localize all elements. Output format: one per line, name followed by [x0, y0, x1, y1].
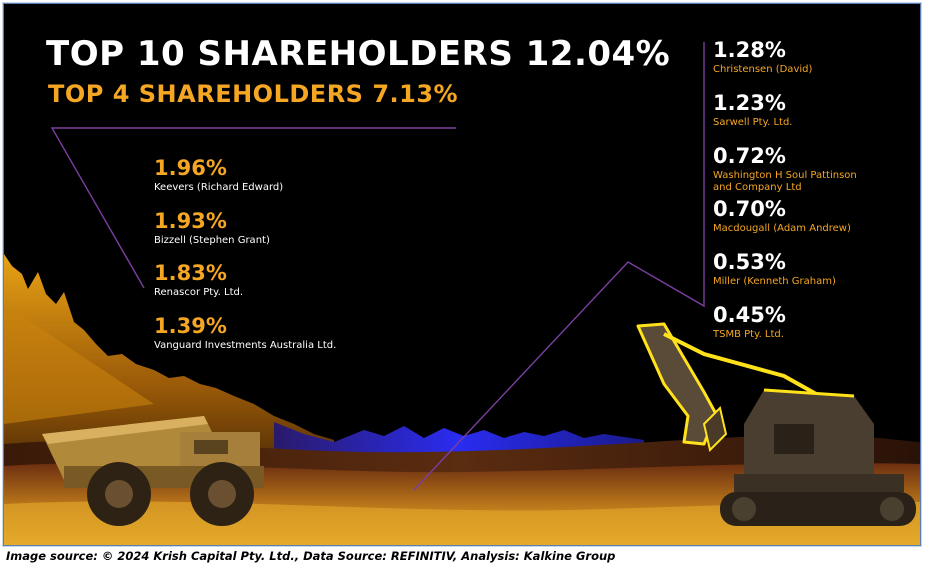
shareholder-name: Vanguard Investments Australia Ltd. — [154, 340, 337, 351]
shareholder-percent: 1.39% — [154, 314, 227, 338]
shareholder-percent: 0.70% — [713, 197, 786, 221]
shareholder-name: Keevers (Richard Edward) — [154, 182, 284, 193]
shareholder-name: TSMB Pty. Ltd. — [713, 329, 784, 340]
image-source-caption: Image source: © 2024 Krish Capital Pty. … — [6, 549, 616, 563]
connector-line-right — [413, 42, 705, 491]
shareholder-percent: 0.53% — [713, 250, 786, 274]
shareholder-name: Miller (Kenneth Graham) — [713, 276, 836, 287]
shareholder-name: Renascor Pty. Ltd. — [154, 287, 244, 298]
shareholder-entry: 0.72% Washington H Soul Pattinson and Co… — [713, 144, 857, 194]
shareholder-entry: 0.45% TSMB Pty. Ltd. — [713, 303, 786, 341]
connector-lines — [50, 42, 705, 491]
ore-mountain — [4, 254, 334, 474]
shareholder-name-line-1: Washington H Soul Pattinson — [713, 170, 857, 181]
shareholder-name: Sarwell Pty. Ltd. — [713, 117, 793, 128]
shareholder-percent: 1.28% — [713, 38, 786, 62]
shareholder-percent: 1.23% — [713, 91, 786, 115]
shareholder-percent: 0.45% — [713, 303, 786, 327]
infographic-frame: TOP 10 SHAREHOLDERS 12.04% TOP 4 SHAREHO… — [3, 3, 921, 546]
shareholder-entry: 1.28% Christensen (David) — [713, 38, 812, 76]
shareholder-entry: 1.39% Vanguard Investments Australia Ltd… — [154, 314, 336, 352]
excavator-icon — [636, 322, 916, 526]
connector-line-left — [50, 127, 456, 289]
shareholder-name: Macdougall (Adam Andrew) — [713, 223, 851, 234]
shareholder-name: Christensen (David) — [713, 64, 813, 75]
shareholder-entry: 1.96% Keevers (Richard Edward) — [154, 156, 283, 194]
page-title: TOP 10 SHAREHOLDERS 12.04% — [46, 34, 671, 74]
shareholder-percent: 1.83% — [154, 261, 227, 285]
mining-scene-background — [4, 42, 920, 545]
shareholder-name: Bizzell (Stephen Grant) — [154, 235, 270, 246]
shareholder-entry: 0.53% Miller (Kenneth Graham) — [713, 250, 836, 288]
shareholder-entry: 0.70% Macdougall (Adam Andrew) — [713, 197, 851, 235]
page-subtitle: TOP 4 SHAREHOLDERS 7.13% — [48, 80, 459, 108]
shareholder-name-line-2: and Company Ltd — [713, 182, 802, 193]
dump-truck-icon — [42, 416, 264, 526]
shareholder-percent: 1.96% — [154, 156, 227, 180]
shareholder-entry: 1.93% Bizzell (Stephen Grant) — [154, 209, 270, 247]
shareholder-entry: 1.83% Renascor Pty. Ltd. — [154, 261, 243, 299]
shareholder-percent: 0.72% — [713, 144, 786, 168]
water-band — [274, 422, 644, 456]
shareholder-entry: 1.23% Sarwell Pty. Ltd. — [713, 91, 792, 129]
shareholder-percent: 1.93% — [154, 209, 227, 233]
